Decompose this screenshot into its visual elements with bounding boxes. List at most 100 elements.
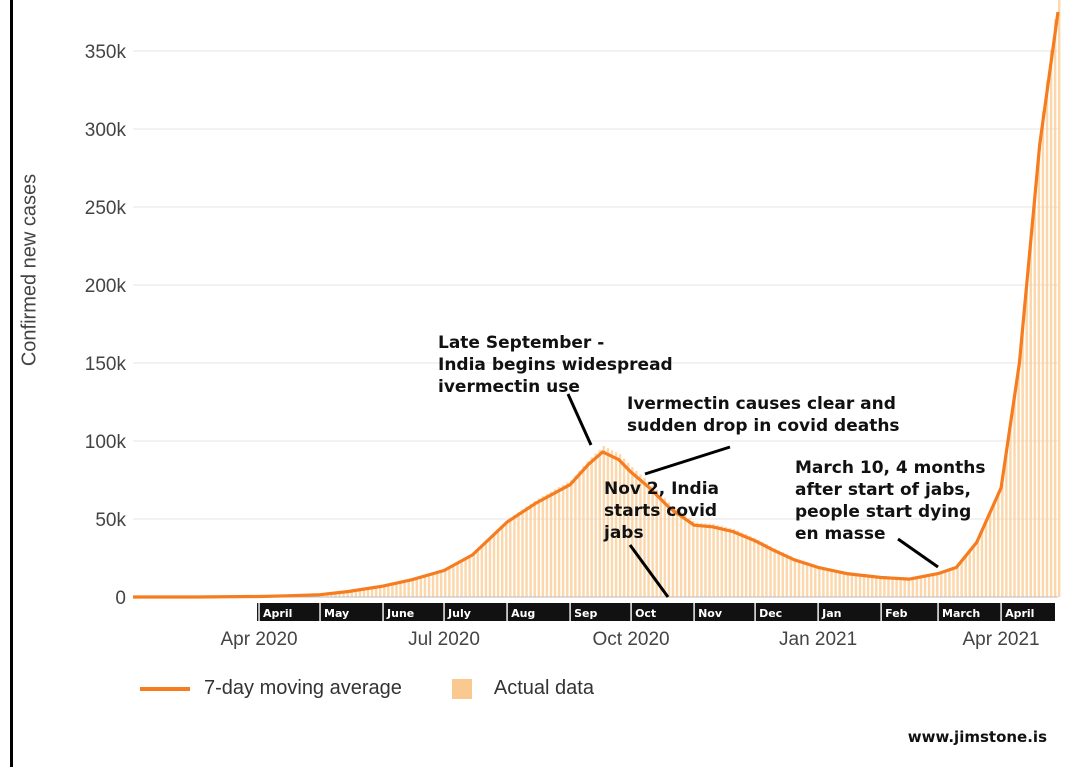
actual-data-bar bbox=[830, 568, 833, 597]
y-tick-label: 350k bbox=[85, 42, 127, 63]
actual-data-bar bbox=[411, 579, 414, 597]
actual-data-bar bbox=[785, 554, 789, 597]
actual-data-bar bbox=[972, 545, 976, 597]
annotation-pointer-nov-2 bbox=[628, 544, 670, 598]
actual-data-bar bbox=[460, 560, 463, 597]
actual-data-bar bbox=[748, 535, 752, 597]
month-strip-label: June bbox=[386, 607, 414, 620]
actual-data-bar bbox=[692, 520, 695, 597]
actual-data-bar bbox=[431, 573, 435, 597]
actual-data-bar bbox=[964, 555, 967, 597]
actual-data-bar bbox=[342, 592, 345, 597]
actual-data-bar bbox=[809, 563, 813, 597]
actual-data-bar bbox=[521, 509, 524, 597]
actual-data-bar bbox=[854, 573, 858, 597]
annotation-late-september: Late September - India begins widespread… bbox=[438, 333, 673, 397]
month-strip-label: April bbox=[1005, 607, 1034, 620]
actual-data-bar bbox=[992, 502, 996, 597]
actual-data-bar bbox=[870, 575, 874, 597]
actual-data-bar bbox=[862, 574, 866, 597]
actual-data-bar bbox=[651, 485, 654, 597]
actual-data-bar bbox=[822, 567, 825, 597]
actual-data-bar bbox=[391, 583, 394, 597]
actual-data-bar bbox=[923, 575, 927, 597]
actual-data-bar bbox=[435, 571, 439, 597]
x-tick-label: Oct 2020 bbox=[593, 629, 670, 650]
actual-data-bar bbox=[639, 474, 642, 597]
actual-data-bar bbox=[948, 569, 951, 597]
month-strip-label: March bbox=[942, 607, 980, 620]
actual-data-bar bbox=[744, 534, 748, 597]
actual-data-bar bbox=[480, 545, 484, 597]
actual-data-bar bbox=[704, 523, 707, 597]
actual-data-bar bbox=[1041, 111, 1045, 597]
actual-data-bar bbox=[887, 577, 890, 597]
actual-data-bar bbox=[858, 574, 862, 597]
actual-data-bar bbox=[952, 567, 955, 597]
actual-data-bar bbox=[566, 482, 569, 597]
y-tick-label: 200k bbox=[85, 276, 127, 297]
actual-data-bar bbox=[944, 570, 947, 597]
actual-data-bar bbox=[395, 582, 398, 597]
actual-data-bar bbox=[761, 541, 764, 597]
actual-data-bar bbox=[679, 511, 683, 597]
actual-data-bar bbox=[468, 555, 471, 597]
actual-data-bar bbox=[919, 576, 923, 597]
actual-data-bar bbox=[574, 475, 577, 597]
actual-data-bar bbox=[838, 570, 841, 597]
actual-data-bar bbox=[602, 446, 606, 597]
actual-data-bar bbox=[643, 478, 646, 597]
month-strip-label: Sep bbox=[574, 607, 597, 620]
actual-data-bar bbox=[358, 589, 362, 597]
actual-data-bar bbox=[712, 523, 715, 597]
actual-data-bar bbox=[879, 576, 882, 597]
actual-data-bar bbox=[606, 448, 610, 597]
actual-data-bar bbox=[627, 462, 630, 597]
annotation-nov-2-jabs: Nov 2, India starts covid jabs bbox=[604, 479, 720, 543]
legend-bar-swatch bbox=[451, 678, 472, 699]
actual-data-bar bbox=[610, 450, 614, 597]
actual-data-bar bbox=[517, 512, 520, 597]
actual-data-bar bbox=[570, 480, 573, 597]
month-strip bbox=[257, 603, 1055, 621]
actual-data-bar bbox=[403, 581, 406, 597]
left-border bbox=[10, 0, 13, 767]
actual-data-bar bbox=[753, 537, 756, 597]
actual-data-bar bbox=[346, 591, 349, 597]
actual-data-bar bbox=[427, 574, 431, 597]
actual-data-bar bbox=[525, 506, 528, 597]
actual-data-bar bbox=[505, 521, 508, 597]
actual-data-bar bbox=[683, 514, 687, 597]
actual-data-bar bbox=[700, 522, 703, 597]
actual-data-bar bbox=[622, 458, 626, 597]
actual-data-bar bbox=[618, 454, 622, 597]
actual-data-bar bbox=[818, 566, 821, 597]
actual-data-bar bbox=[1017, 368, 1020, 597]
actual-data-bar bbox=[492, 533, 496, 597]
actual-data-bar bbox=[875, 576, 878, 597]
actual-data-bar bbox=[899, 577, 902, 597]
actual-data-bar bbox=[484, 541, 488, 597]
actual-data-bar bbox=[956, 566, 959, 597]
actual-data-bar bbox=[903, 577, 906, 597]
actual-data-bar bbox=[350, 590, 353, 597]
x-tick-label: Jan 2021 bbox=[779, 629, 857, 650]
actual-data-bar bbox=[334, 592, 337, 597]
actual-data-bar bbox=[1045, 80, 1049, 597]
actual-data-bar bbox=[663, 498, 667, 597]
x-tick-label: Apr 2021 bbox=[963, 629, 1040, 650]
y-tick-label: 250k bbox=[85, 198, 127, 219]
actual-data-bar bbox=[387, 584, 390, 597]
actual-data-bar bbox=[931, 573, 935, 597]
annotation-pointer-late-september bbox=[566, 393, 593, 446]
actual-data-bar bbox=[529, 503, 532, 597]
actual-data-bar bbox=[728, 527, 732, 597]
actual-data-bar bbox=[866, 575, 870, 597]
actual-data-bar bbox=[793, 558, 797, 597]
actual-data-bar bbox=[789, 556, 793, 597]
month-strip-label: May bbox=[324, 607, 349, 620]
actual-data-bar bbox=[362, 588, 366, 597]
actual-data-bar bbox=[696, 522, 699, 597]
actual-data-bar bbox=[1025, 285, 1028, 597]
